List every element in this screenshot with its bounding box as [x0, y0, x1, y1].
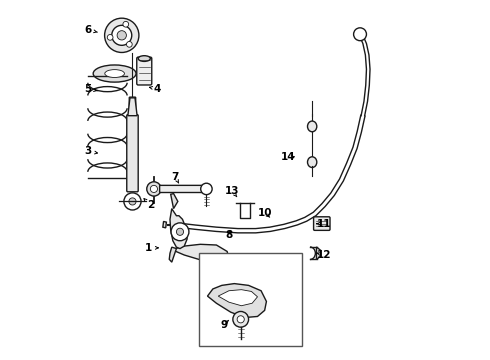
Circle shape [129, 198, 136, 205]
Circle shape [147, 182, 161, 196]
Circle shape [123, 21, 129, 27]
Polygon shape [163, 221, 167, 228]
Polygon shape [128, 98, 137, 116]
Text: 14: 14 [281, 152, 295, 162]
Text: 13: 13 [225, 186, 240, 197]
Circle shape [107, 35, 113, 40]
Circle shape [150, 185, 157, 193]
Circle shape [117, 31, 126, 40]
Circle shape [354, 28, 367, 41]
Text: 10: 10 [257, 208, 272, 218]
Text: 8: 8 [225, 230, 233, 240]
Ellipse shape [138, 56, 150, 62]
Polygon shape [169, 247, 176, 262]
Text: 12: 12 [317, 250, 331, 260]
FancyBboxPatch shape [127, 114, 138, 192]
Circle shape [171, 223, 189, 241]
Polygon shape [218, 290, 258, 306]
FancyBboxPatch shape [137, 57, 152, 85]
FancyBboxPatch shape [314, 217, 330, 230]
Polygon shape [170, 208, 187, 249]
Circle shape [126, 41, 132, 47]
Text: 2: 2 [147, 200, 154, 210]
FancyBboxPatch shape [198, 253, 302, 346]
Circle shape [124, 193, 141, 210]
Text: 3: 3 [84, 147, 92, 157]
Circle shape [233, 311, 248, 327]
Circle shape [237, 316, 245, 323]
Ellipse shape [105, 69, 124, 77]
Circle shape [201, 183, 212, 195]
Text: 1: 1 [145, 243, 152, 253]
Text: 9: 9 [220, 320, 227, 330]
Circle shape [112, 25, 132, 45]
Text: 4: 4 [154, 84, 161, 94]
Text: 5: 5 [84, 84, 92, 94]
Ellipse shape [93, 65, 136, 82]
Text: 6: 6 [84, 25, 92, 35]
FancyBboxPatch shape [129, 97, 136, 116]
Text: 11: 11 [317, 219, 331, 229]
Polygon shape [207, 284, 267, 318]
Circle shape [104, 18, 139, 53]
FancyBboxPatch shape [160, 185, 203, 193]
Polygon shape [317, 247, 321, 260]
Text: 7: 7 [172, 172, 179, 182]
Circle shape [176, 228, 184, 235]
Ellipse shape [308, 121, 317, 132]
Polygon shape [172, 244, 229, 264]
Ellipse shape [308, 157, 317, 167]
Polygon shape [171, 194, 178, 208]
